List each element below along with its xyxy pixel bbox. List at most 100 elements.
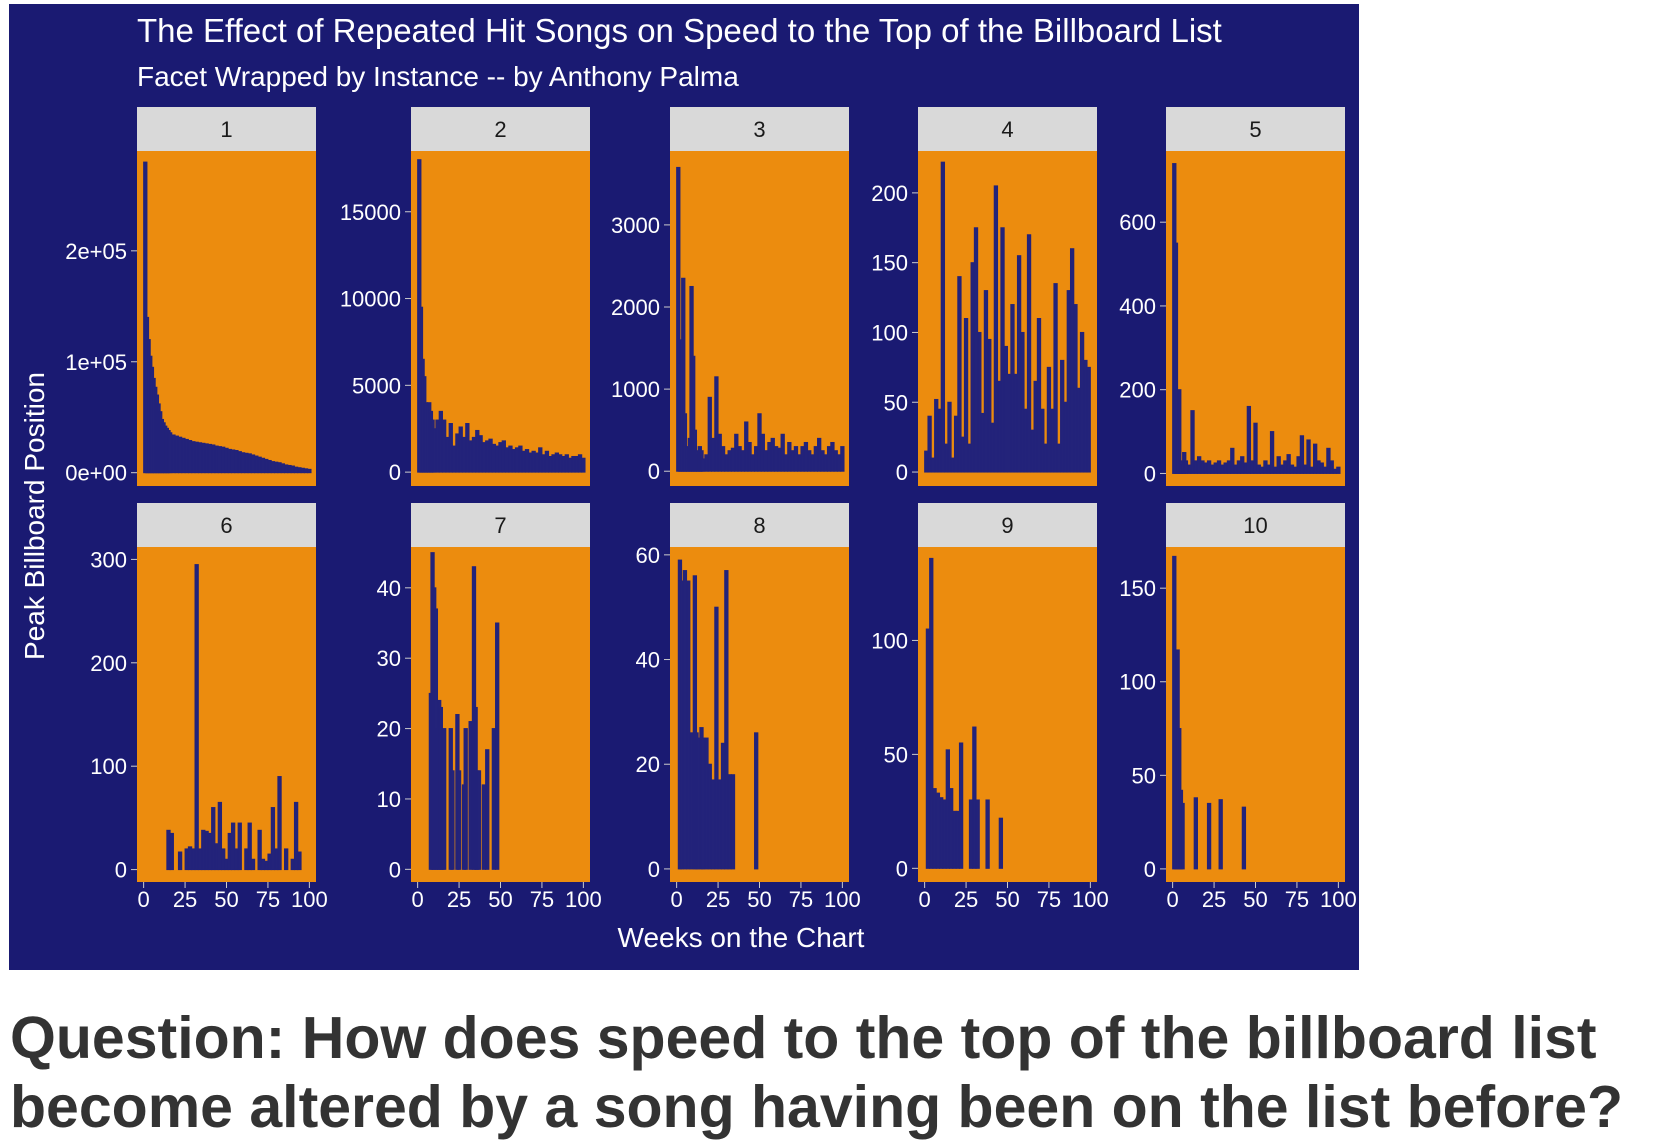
facet-panel-4: 4 0 50 100 150 200 [871, 107, 1097, 486]
x-tick-label: 25 [706, 887, 730, 912]
x-tick-label: 0 [1167, 887, 1179, 912]
facet-strip [670, 107, 849, 151]
x-tick-label: 100 [824, 887, 861, 912]
chart-title: The Effect of Repeated Hit Songs on Spee… [137, 12, 1222, 49]
bar [1269, 431, 1275, 474]
y-tick-label: 300 [90, 547, 127, 572]
bar [1329, 460, 1334, 474]
y-tick-label: 2000 [611, 295, 660, 320]
bar [1230, 447, 1235, 474]
bar [485, 749, 490, 870]
facet-strip [411, 107, 590, 151]
y-tick-label: 100 [871, 320, 908, 345]
y-tick-label: 20 [377, 717, 401, 742]
x-tick-label: 100 [1072, 887, 1109, 912]
y-tick-label: 200 [1119, 378, 1156, 403]
bar [495, 622, 500, 870]
y-tick-label: 0 [1144, 857, 1156, 882]
x-tick-label: 0 [671, 887, 683, 912]
y-tick-label: 50 [884, 390, 908, 415]
y-tick-label: 0 [115, 858, 127, 883]
x-tick-label: 50 [995, 887, 1019, 912]
chart-subtitle: Facet Wrapped by Instance -- by Anthony … [137, 61, 739, 92]
facet-strip [918, 503, 1097, 547]
bar [1180, 802, 1185, 870]
facet-strip [670, 503, 849, 547]
facet-strip-label: 4 [1001, 117, 1013, 142]
facet-panel-2: 2 0 5000 10000 15000 [340, 107, 590, 486]
y-tick-label: 0 [896, 460, 908, 485]
x-tick-label: 75 [530, 887, 554, 912]
bar [686, 580, 691, 870]
y-tick-label: 0 [648, 857, 660, 882]
facet-panel-6: 6 0 100 200 300 0 25 50 75 100 [90, 503, 328, 912]
facet-panel-3: 3 0 1000 2000 3000 [611, 107, 849, 486]
x-tick-label: 50 [214, 887, 238, 912]
y-tick-label: 3000 [611, 213, 660, 238]
bar [958, 742, 964, 869]
y-tick-label: 40 [377, 576, 401, 601]
y-tick-label: 100 [1119, 670, 1156, 695]
bar [1086, 366, 1091, 473]
x-axis-title: Weeks on the Chart [618, 922, 865, 953]
facet-panel-5: 5 0 200 400 600 [1119, 107, 1345, 486]
y-tick-label: 600 [1119, 210, 1156, 235]
bar [307, 468, 312, 474]
y-tick-label: 200 [90, 651, 127, 676]
bar [476, 770, 482, 870]
bar [1218, 799, 1223, 870]
y-tick-label: 150 [871, 251, 908, 276]
facet-strip-label: 9 [1001, 513, 1013, 538]
bar [754, 732, 759, 870]
bar [947, 401, 952, 473]
bar [1306, 439, 1311, 474]
bar [940, 161, 946, 473]
bar [1053, 283, 1058, 473]
bar [1286, 454, 1291, 474]
x-tick-label: 0 [919, 887, 931, 912]
y-tick-label: 40 [636, 648, 660, 673]
y-tick-label: 20 [636, 752, 660, 777]
bar [257, 829, 262, 871]
bar [284, 848, 289, 871]
facet-strip [1166, 503, 1345, 547]
y-tick-label: 100 [90, 754, 127, 779]
y-tick-label: 0 [896, 856, 908, 881]
bar [957, 276, 962, 473]
bar [463, 728, 468, 870]
bar [247, 822, 252, 871]
bar [441, 728, 447, 870]
y-tick-label: 200 [871, 181, 908, 206]
bar [1241, 806, 1247, 870]
x-tick-label: 25 [173, 887, 197, 912]
x-tick-label: 25 [954, 887, 978, 912]
bar [1299, 435, 1305, 474]
bar [1036, 318, 1042, 473]
y-tick-label: 150 [1119, 576, 1156, 601]
bar [1020, 331, 1025, 473]
bar [840, 446, 845, 472]
bar [581, 457, 586, 473]
facet-strip-label: 5 [1249, 117, 1261, 142]
y-tick-label: 50 [1132, 763, 1156, 788]
y-tick-label: 10000 [340, 287, 401, 312]
bar [1206, 802, 1212, 870]
bar [998, 817, 1004, 869]
facet-strip-label: 10 [1243, 513, 1267, 538]
bar [217, 801, 223, 871]
bar [724, 570, 729, 870]
bar [730, 774, 736, 870]
y-tick-label: 0 [1144, 461, 1156, 486]
bar [1253, 422, 1258, 474]
facet-panel-background [1166, 547, 1345, 882]
bar [277, 776, 282, 871]
bar [456, 770, 462, 870]
facet-strip [1166, 107, 1345, 151]
x-tick-label: 100 [1320, 887, 1357, 912]
y-tick-label: 100 [871, 628, 908, 653]
bar [927, 415, 932, 473]
y-tick-label: 400 [1119, 294, 1156, 319]
y-tick-label: 30 [377, 646, 401, 671]
facet-panel-9: 9 0 50 100 0 25 50 75 100 [871, 503, 1109, 912]
